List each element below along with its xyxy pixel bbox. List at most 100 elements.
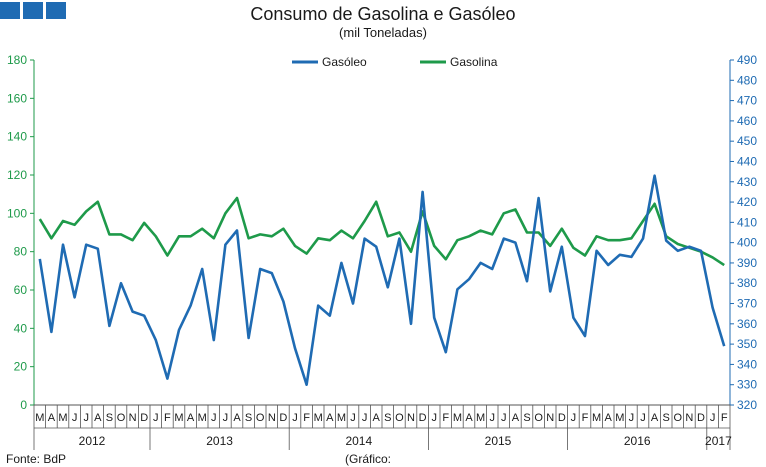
month-label: M <box>198 412 207 424</box>
right-tick-label: 470 <box>737 94 757 108</box>
month-label: J <box>153 412 159 424</box>
month-label: J <box>489 412 495 424</box>
month-label: M <box>314 412 323 424</box>
year-label: 2016 <box>624 434 651 448</box>
right-tick-label: 420 <box>737 195 757 209</box>
logo-block-1 <box>0 2 20 19</box>
month-label: O <box>117 412 126 424</box>
month-label: F <box>721 412 728 424</box>
legend-label: Gasolina <box>450 55 498 69</box>
month-label: M <box>615 412 624 424</box>
left-tick-label: 100 <box>7 206 27 220</box>
month-label: M <box>592 412 601 424</box>
chart-subtitle: (mil Toneladas) <box>339 25 427 40</box>
year-label: 2015 <box>485 434 512 448</box>
month-label: J <box>640 412 646 424</box>
month-label: A <box>373 412 381 424</box>
month-label: M <box>35 412 44 424</box>
month-label: D <box>419 412 427 424</box>
month-label: O <box>256 412 265 424</box>
right-tick-label: 400 <box>737 236 757 250</box>
right-tick-label: 370 <box>737 297 757 311</box>
year-label: 2012 <box>79 434 106 448</box>
month-label: J <box>72 412 78 424</box>
year-label: 2013 <box>206 434 233 448</box>
right-tick-label: 490 <box>737 53 757 67</box>
month-label: J <box>350 412 356 424</box>
month-label: M <box>453 412 462 424</box>
month-label: D <box>697 412 705 424</box>
month-label: S <box>106 412 113 424</box>
left-tick-label: 40 <box>14 321 28 335</box>
month-label: J <box>501 412 507 424</box>
chart-series <box>38 174 726 387</box>
legend-label: Gasóleo <box>322 55 367 69</box>
right-tick-label: 350 <box>737 337 757 351</box>
right-tick-label: 380 <box>737 276 757 290</box>
right-tick-label: 480 <box>737 73 757 87</box>
month-label: F <box>164 412 171 424</box>
month-label: A <box>512 412 520 424</box>
month-label: J <box>292 412 298 424</box>
month-label: S <box>245 412 252 424</box>
chart-legend: Gasóleo Gasolina <box>292 55 498 69</box>
month-label: S <box>663 412 670 424</box>
month-label: J <box>211 412 217 424</box>
right-tick-label: 440 <box>737 154 757 168</box>
month-label: N <box>407 412 415 424</box>
month-label: D <box>558 412 566 424</box>
month-label: J <box>629 412 635 424</box>
right-tick-label: 390 <box>737 256 757 270</box>
right-tick-label: 320 <box>737 398 757 412</box>
left-tick-label: 120 <box>7 168 27 182</box>
right-tick-label: 450 <box>737 134 757 148</box>
month-label: O <box>534 412 543 424</box>
year-label: 2014 <box>345 434 372 448</box>
month-label: S <box>384 412 391 424</box>
left-tick-label: 140 <box>7 130 27 144</box>
month-label: A <box>465 412 473 424</box>
month-label: J <box>362 412 368 424</box>
month-label: A <box>233 412 241 424</box>
month-label: N <box>268 412 276 424</box>
left-tick-label: 20 <box>14 360 28 374</box>
month-label: M <box>337 412 346 424</box>
graphic-note: (Gráfico: <box>345 452 392 466</box>
month-label: J <box>223 412 229 424</box>
month-label: A <box>48 412 56 424</box>
month-label: J <box>83 412 89 424</box>
left-tick-label: 80 <box>14 245 28 259</box>
logo-block-3 <box>46 2 66 19</box>
logo-block-2 <box>23 2 43 19</box>
left-tick-label: 180 <box>7 53 27 67</box>
month-label: N <box>685 412 693 424</box>
month-label: F <box>303 412 310 424</box>
right-tick-label: 430 <box>737 175 757 189</box>
right-tick-label: 460 <box>737 114 757 128</box>
month-label: J <box>431 412 437 424</box>
month-label: A <box>187 412 195 424</box>
month-label: O <box>395 412 404 424</box>
month-label: D <box>140 412 148 424</box>
month-label: M <box>174 412 183 424</box>
month-label: O <box>674 412 683 424</box>
month-label: A <box>605 412 613 424</box>
right-tick-label: 360 <box>737 317 757 331</box>
month-label: M <box>58 412 67 424</box>
series-line-gasolina <box>38 196 725 267</box>
left-tick-label: 160 <box>7 91 27 105</box>
month-label: F <box>582 412 589 424</box>
month-label: A <box>94 412 102 424</box>
right-tick-label: 410 <box>737 215 757 229</box>
month-label: F <box>442 412 449 424</box>
month-label: N <box>129 412 137 424</box>
month-label: D <box>279 412 287 424</box>
left-tick-label: 0 <box>20 398 27 412</box>
month-label: J <box>710 412 716 424</box>
year-label: 2017 <box>705 434 732 448</box>
chart-title: Consumo de Gasolina e Gasóleo <box>250 4 516 24</box>
month-label: A <box>651 412 659 424</box>
right-tick-label: 330 <box>737 378 757 392</box>
month-label: A <box>326 412 334 424</box>
